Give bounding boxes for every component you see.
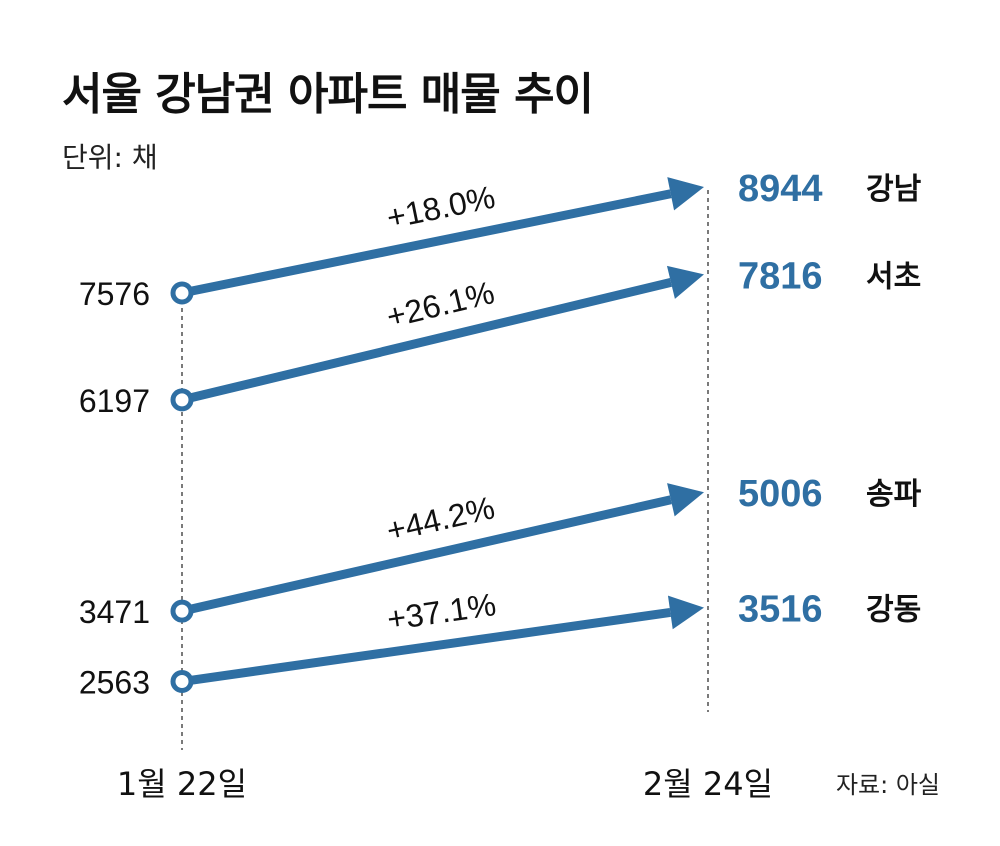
series-line-서초	[180, 277, 672, 405]
end-value-label: 8944	[738, 168, 823, 210]
end-value-label: 7816	[738, 255, 823, 297]
start-point-marker	[170, 599, 194, 623]
arrow-head	[667, 483, 704, 517]
start-point-marker	[170, 281, 194, 305]
chart-title: 서울 강남권 아파트 매물 추이	[62, 69, 594, 120]
start-value-label: 3471	[79, 594, 150, 630]
end-value-label: 3516	[738, 589, 823, 631]
arrow-head	[666, 265, 704, 299]
change-percent-label: +18.0%	[384, 179, 498, 236]
start-value-label: 2563	[79, 665, 150, 701]
unit-label: 단위: 채	[62, 141, 158, 174]
start-point-marker	[170, 670, 194, 694]
arrow-head	[667, 177, 704, 211]
series-name-label: 강동	[866, 593, 921, 628]
x-tick-label: 2월 24일	[643, 765, 773, 803]
end-value-label: 5006	[738, 473, 823, 515]
arrow-head	[667, 595, 704, 630]
start-value-label: 6197	[79, 383, 150, 419]
x-tick-label: 1월 22일	[117, 765, 247, 803]
series-name-label: 강남	[866, 172, 922, 207]
series-line-강남	[181, 189, 672, 298]
series-name-label: 송파	[866, 477, 922, 512]
series-name-label: 서초	[866, 259, 921, 294]
series-line-송파	[181, 495, 672, 616]
start-value-label: 7576	[79, 276, 150, 312]
series-line-강동	[181, 607, 671, 686]
start-point-marker	[170, 388, 194, 412]
source-label: 자료: 아실	[836, 771, 940, 799]
change-percent-label: +37.1%	[385, 586, 498, 637]
